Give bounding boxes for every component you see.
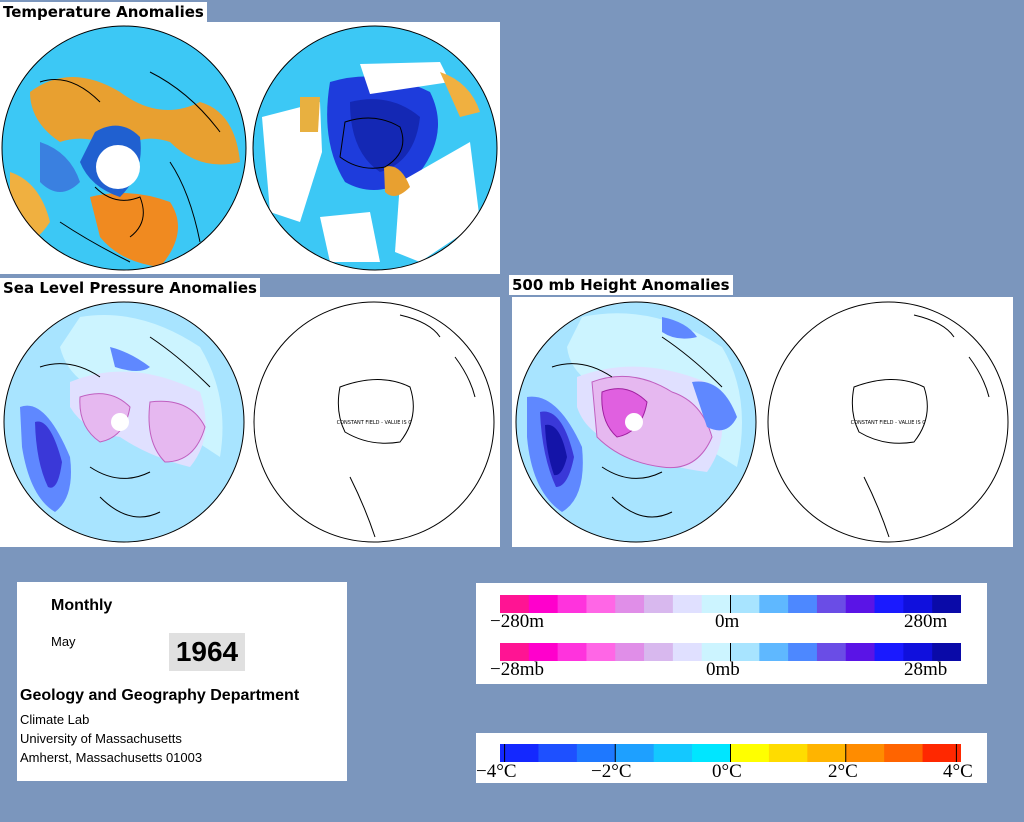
pressure-scale-swatch	[816, 643, 847, 661]
temp-scale-swatch	[653, 744, 693, 762]
pressure-scale-swatch	[701, 643, 731, 661]
temperature-color-bar	[500, 744, 961, 762]
pressure-scale-swatch	[672, 643, 703, 661]
pressure-scale-swatch	[845, 643, 876, 661]
height-scale-mid-label: 0m	[715, 611, 740, 632]
northern-hemisphere-temperature-map	[2, 26, 246, 270]
height500-map-panel: CONSTANT FIELD - VALUE IS 0	[512, 297, 1013, 547]
height-scale-swatch	[701, 595, 731, 613]
southern-hemisphere-slp-map: CONSTANT FIELD - VALUE IS 0	[253, 301, 495, 543]
height-scale-max-label: 280m	[904, 611, 948, 632]
lab-label: Climate Lab	[20, 712, 90, 727]
temperature-map-panel	[0, 22, 500, 274]
temperature-color-scale-box: −4°C −2°C 0°C 2°C 4°C	[476, 733, 987, 783]
temperature-anomalies-title: Temperature Anomalies	[0, 2, 207, 22]
pressure-scale-swatch	[903, 643, 933, 661]
slp-constant-field-label: CONSTANT FIELD - VALUE IS 0	[337, 420, 412, 426]
pressure-scale-swatch	[932, 643, 961, 661]
university-label: University of Massachusetts	[20, 731, 182, 746]
temp-scale-swatch	[692, 744, 731, 762]
pressure-scale-swatch	[557, 643, 587, 661]
pressure-scale-swatch	[874, 643, 904, 661]
pressure-scale-swatch	[788, 643, 818, 661]
pressure-scale-swatch	[528, 643, 559, 661]
temp-scale-label-3: 0°C	[712, 761, 742, 782]
temp-scale-swatch	[538, 744, 578, 762]
info-box: Monthly May 1964 Geology and Geography D…	[17, 582, 347, 781]
temp-scale-label-4: 2°C	[828, 761, 858, 782]
height-scale-swatch	[816, 595, 847, 613]
pressure-scale-mid-label: 0mb	[706, 659, 740, 680]
slp-anomalies-title: Sea Level Pressure Anomalies	[0, 278, 260, 298]
southern-hemisphere-height500-map: CONSTANT FIELD - VALUE IS 0	[767, 301, 1009, 543]
pressure-scale-swatch	[759, 643, 789, 661]
pressure-scale-swatch	[586, 643, 616, 661]
temp-scale-label-2: −2°C	[591, 761, 632, 782]
height-scale-swatch	[759, 595, 789, 613]
temp-scale-label-1: −4°C	[476, 761, 517, 782]
northern-hemisphere-height500-map	[516, 302, 756, 542]
height-scale-swatch	[557, 595, 587, 613]
temp-scale-swatch	[730, 744, 770, 762]
temp-scale-swatch	[845, 744, 885, 762]
temp-scale-swatch	[922, 744, 961, 762]
height-scale-swatch	[730, 595, 760, 613]
height-scale-swatch	[903, 595, 933, 613]
year-label: 1964	[169, 633, 245, 671]
height-scale-swatch	[528, 595, 559, 613]
temp-scale-swatch	[807, 744, 847, 762]
height500-constant-field-label: CONSTANT FIELD - VALUE IS 0	[851, 420, 926, 426]
height-scale-swatch	[874, 595, 904, 613]
height-scale-swatch	[932, 595, 961, 613]
pressure-scale-swatch	[644, 643, 674, 661]
pressure-scale-swatch	[615, 643, 645, 661]
height-scale-swatch	[788, 595, 818, 613]
period-label: Monthly	[51, 597, 113, 614]
northern-hemisphere-slp-map	[4, 302, 244, 542]
temp-scale-swatch	[768, 744, 808, 762]
height-scale-swatch	[615, 595, 645, 613]
height-scale-swatch	[644, 595, 674, 613]
pressure-color-bar	[500, 643, 961, 661]
month-label: May	[51, 634, 76, 649]
temp-scale-swatch	[500, 744, 539, 762]
height-scale-min-label: −280m	[490, 611, 544, 632]
department-label: Geology and Geography Department	[20, 687, 300, 704]
anomaly-color-scale-box: −280m 0m 280m −28mb 0mb 28mb	[476, 583, 987, 684]
pressure-scale-max-label: 28mb	[904, 659, 948, 680]
height-color-bar	[500, 595, 961, 613]
temp-scale-swatch	[615, 744, 655, 762]
height-scale-swatch	[500, 595, 530, 613]
height-scale-swatch	[845, 595, 876, 613]
southern-hemisphere-temperature-map	[253, 26, 497, 270]
pressure-scale-swatch	[500, 643, 530, 661]
pressure-scale-swatch	[730, 643, 760, 661]
height-scale-swatch	[586, 595, 616, 613]
height-scale-swatch	[672, 595, 703, 613]
address-label: Amherst, Massachusetts 01003	[20, 750, 203, 765]
height500-anomalies-title: 500 mb Height Anomalies	[509, 275, 733, 295]
temp-scale-label-5: 4°C	[943, 761, 973, 782]
slp-map-panel: CONSTANT FIELD - VALUE IS 0	[0, 297, 500, 547]
pressure-scale-min-label: −28mb	[490, 659, 544, 680]
temp-scale-swatch	[884, 744, 924, 762]
temp-scale-swatch	[576, 744, 616, 762]
